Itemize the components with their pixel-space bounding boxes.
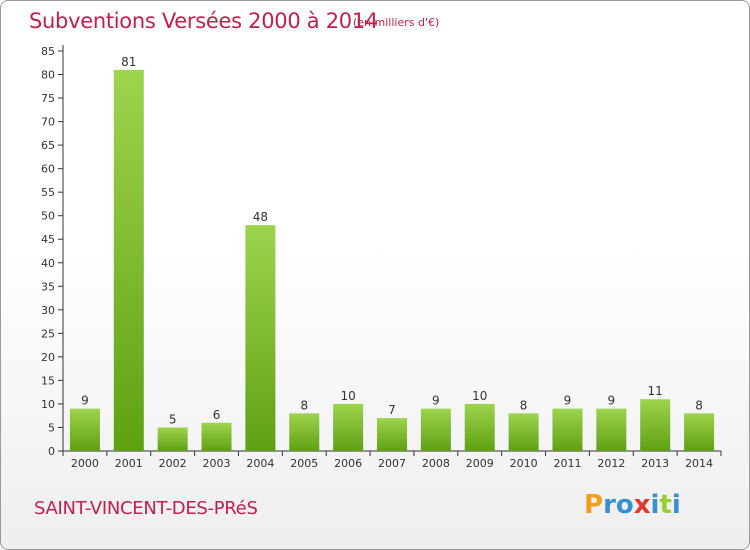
proxiti-logo[interactable]: Proxiti (584, 490, 681, 520)
bar-value-label: 7 (388, 403, 396, 417)
x-tick-label: 2002 (159, 457, 187, 470)
bar[interactable] (552, 408, 583, 451)
bar[interactable] (157, 427, 188, 451)
chart-subtitle: (en milliers d'€) (353, 16, 440, 29)
bar[interactable] (113, 69, 144, 451)
bar-value-label: 9 (432, 394, 440, 408)
y-tick-label: 15 (41, 374, 55, 387)
x-tick-label: 2011 (553, 457, 581, 470)
y-tick-label: 85 (41, 45, 55, 58)
x-tick-label: 2005 (290, 457, 318, 470)
bar-value-label: 9 (608, 394, 616, 408)
logo-letter: o (615, 490, 634, 520)
y-tick-label: 10 (41, 398, 55, 411)
bar[interactable] (245, 225, 276, 451)
bar-value-label: 6 (213, 408, 221, 422)
logo-letter: x (633, 490, 651, 520)
bar[interactable] (640, 399, 671, 451)
y-tick-label: 50 (41, 210, 55, 223)
x-tick-label: 2007 (378, 457, 406, 470)
logo-letter: i (671, 490, 681, 520)
bar-value-label: 8 (520, 398, 528, 412)
bar-value-label: 48 (253, 210, 268, 224)
x-axis: 2000 2001 2002 2003 2004 2005 2006 2007 2008 2009… (62, 450, 722, 470)
x-tick-label: 2012 (597, 457, 625, 470)
y-tick-label: 75 (41, 92, 55, 105)
x-tick-label: 2000 (71, 457, 99, 470)
bar[interactable] (201, 422, 232, 451)
bar-value-label: 11 (648, 384, 663, 398)
bar-value-label: 5 (169, 412, 177, 426)
bar[interactable] (69, 408, 100, 451)
x-tick-label: 2004 (246, 457, 274, 470)
y-tick-label: 20 (41, 351, 55, 364)
y-tick-label: 65 (41, 139, 55, 152)
bar[interactable] (377, 418, 407, 451)
logo-letter: t (659, 490, 672, 520)
y-tick-label: 0 (48, 445, 55, 458)
bar[interactable] (289, 413, 320, 451)
bar[interactable] (464, 403, 495, 451)
x-tick-label: 2009 (466, 457, 494, 470)
bar-value-label: 8 (300, 398, 308, 412)
bar-value-label: 10 (340, 389, 355, 403)
y-tick-label: 80 (41, 69, 55, 82)
logo-letter: r (603, 490, 616, 520)
logo-letter: i (650, 490, 660, 520)
chart-title: Subventions Versées 2000 à 2014 (29, 9, 378, 33)
bar-value-label: 81 (121, 55, 136, 69)
y-tick-label: 30 (41, 304, 55, 317)
bar-value-label: 9 (81, 394, 89, 408)
y-tick-label: 70 (41, 116, 55, 129)
x-tick-label: 2006 (334, 457, 362, 470)
bar[interactable] (596, 408, 627, 451)
bar[interactable] (508, 413, 539, 451)
x-tick-label: 2003 (203, 457, 231, 470)
bar[interactable] (333, 403, 364, 451)
y-tick-label: 60 (41, 163, 55, 176)
bars: 9 81 5 6 48 8 10 7 9 10 8 9 9 11 8 (69, 55, 715, 451)
commune-name: SAINT-VINCENT-DES-PRéS (34, 498, 258, 519)
bar-value-label: 8 (695, 398, 703, 412)
bar-value-label: 10 (472, 389, 487, 403)
y-tick-label: 25 (41, 327, 55, 340)
y-tick-label: 5 (48, 421, 55, 434)
x-tick-label: 2013 (641, 457, 669, 470)
y-tick-label: 45 (41, 233, 55, 246)
x-tick-label: 2014 (685, 457, 713, 470)
bar[interactable] (420, 408, 451, 451)
x-tick-label: 2001 (115, 457, 143, 470)
bar[interactable] (684, 413, 715, 451)
logo-letter: P (584, 490, 604, 520)
y-tick-label: 40 (41, 257, 55, 270)
x-tick-label: 2010 (510, 457, 538, 470)
x-tick-label: 2008 (422, 457, 450, 470)
y-tick-label: 35 (41, 280, 55, 293)
y-axis: 0 5 10 15 20 25 30 35 40 45 50 55 60 65 70 75 80 85 (41, 45, 64, 458)
bar-value-label: 9 (564, 394, 572, 408)
y-tick-label: 55 (41, 186, 55, 199)
